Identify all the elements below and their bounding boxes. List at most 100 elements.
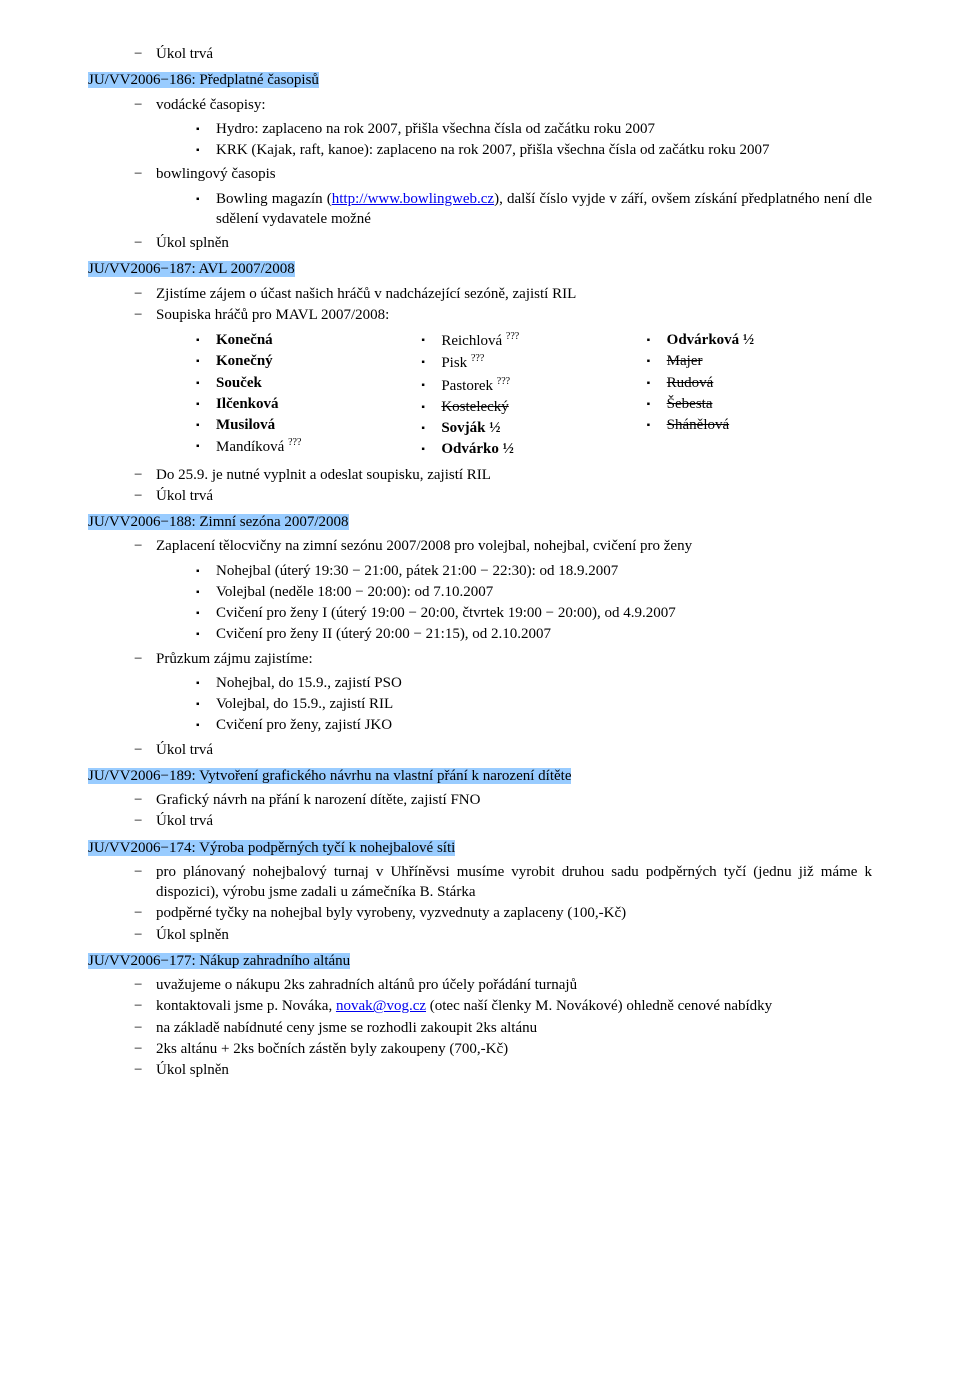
task-list: Grafický návrh na přání k narození dítět… [88, 790, 872, 832]
task-list: Úkol trvá [88, 740, 872, 760]
list-item: Zaplacení tělocvičny na zimní sezónu 200… [134, 536, 872, 556]
text: (otec naší členky M. Novákové) ohledně c… [426, 998, 772, 1014]
list-item: Ilčenková [196, 394, 421, 414]
name: Musilová [216, 417, 275, 433]
list-item: Volejbal (neděle 18:00 − 20:00): od 7.10… [196, 582, 872, 602]
task-list: Průzkum zájmu zajistíme: [88, 649, 872, 669]
section-heading: JU/VV2006−174: Výroba podpěrných tyčí k … [88, 838, 872, 858]
name: Reichlová [441, 333, 502, 349]
heading-text: JU/VV2006−188: Zimní sezóna 2007/2008 [88, 514, 349, 530]
bowling-link[interactable]: http://www.bowlingweb.cz [332, 191, 494, 207]
list-item: Odvárková ½ [647, 330, 872, 350]
list-item: Soupiska hráčů pro MAVL 2007/2008: [134, 305, 872, 325]
text: kontaktovali jsme p. Nováka, [156, 998, 336, 1014]
list-item: 2ks altánu + 2ks bočních zástěn byly zak… [134, 1039, 872, 1059]
list-item: Úkol trvá [134, 811, 872, 831]
task-list: Zjistíme zájem o účast našich hráčů v na… [88, 284, 872, 326]
list-item: Sovják ½ [421, 418, 646, 438]
list-item: Bowling magazín (http://www.bowlingweb.c… [196, 189, 872, 230]
heading-text: JU/VV2006−177: Nákup zahradního altánu [88, 953, 350, 969]
sub-list: Nohejbal, do 15.9., zajistí PSO Volejbal… [88, 673, 872, 736]
list-item: Hydro: zaplaceno na rok 2007, přišla vše… [196, 119, 872, 139]
name-struck: Kostelecký [441, 399, 508, 415]
list-item: KRK (Kajak, raft, kanoe): zaplaceno na r… [196, 140, 872, 160]
task-list: vodácké časopisy: [88, 95, 872, 115]
email-link[interactable]: novak@vog.cz [336, 998, 426, 1014]
name: Sovják ½ [441, 420, 500, 436]
sub-list: Nohejbal (úterý 19:30 − 21:00, pátek 21:… [88, 561, 872, 645]
name: Odvárková ½ [667, 332, 755, 348]
section-heading: JU/VV2006−187: AVL 2007/2008 [88, 259, 872, 279]
sub-list: Hydro: zaplaceno na rok 2007, přišla vše… [88, 119, 872, 161]
list-item: Volejbal, do 15.9., zajistí RIL [196, 694, 872, 714]
list-item: Shánělová [647, 415, 872, 435]
list-item: Grafický návrh na přání k narození dítět… [134, 790, 872, 810]
list-item: Průzkum zájmu zajistíme: [134, 649, 872, 669]
name: Ilčenková [216, 396, 279, 412]
list-item: Šebesta [647, 394, 872, 414]
task-list: Úkol splněn [88, 233, 872, 253]
question-marks: ??? [497, 376, 510, 387]
name: Konečná [216, 332, 273, 348]
roster-col-2: Reichlová ??? Pisk ??? Pastorek ??? Kost… [421, 329, 646, 461]
list-item: Mandíková ??? [196, 436, 421, 457]
list-item: Rudová [647, 373, 872, 393]
list-item: pro plánovaný nohejbalový turnaj v Uhřín… [134, 862, 872, 903]
section-heading: JU/VV2006−189: Vytvoření grafického návr… [88, 766, 872, 786]
list-item: Odvárko ½ [421, 439, 646, 459]
task-list: bowlingový časopis [88, 164, 872, 184]
roster-columns: Konečná Konečný Souček Ilčenková Musilov… [88, 329, 872, 461]
list-item: na základě nabídnuté ceny jsme se rozhod… [134, 1018, 872, 1038]
task-list: Zaplacení tělocvičny na zimní sezónu 200… [88, 536, 872, 556]
list-item: Úkol splněn [134, 925, 872, 945]
list-item: Nohejbal (úterý 19:30 − 21:00, pátek 21:… [196, 561, 872, 581]
roster-col-1: Konečná Konečný Souček Ilčenková Musilov… [196, 329, 421, 461]
section-heading: JU/VV2006−186: Předplatné časopisů [88, 70, 872, 90]
list-item: Cvičení pro ženy, zajistí JKO [196, 715, 872, 735]
name-struck: Rudová [667, 375, 714, 391]
task-list: uvažujeme o nákupu 2ks zahradních altánů… [88, 975, 872, 1080]
list-item: Pastorek ??? [421, 375, 646, 396]
name-struck: Šebesta [667, 396, 713, 412]
list-item: podpěrné tyčky na nohejbal byly vyrobeny… [134, 903, 872, 923]
question-marks: ??? [506, 331, 519, 342]
name-struck: Shánělová [667, 417, 729, 433]
list-item: Zjistíme zájem o účast našich hráčů v na… [134, 284, 872, 304]
text: Bowling magazín ( [216, 191, 332, 207]
name-struck: Majer [667, 353, 703, 369]
question-marks: ??? [471, 353, 484, 364]
list-item: Úkol splněn [134, 233, 872, 253]
heading-text: JU/VV2006−186: Předplatné časopisů [88, 72, 319, 88]
list-item: kontaktovali jsme p. Nováka, novak@vog.c… [134, 996, 872, 1016]
list-item: Musilová [196, 415, 421, 435]
name: Mandíková [216, 439, 284, 455]
list-item: Do 25.9. je nutné vyplnit a odeslat soup… [134, 465, 872, 485]
list-item: Úkol trvá [134, 740, 872, 760]
list-item: Úkol splněn [134, 1060, 872, 1080]
task-list: Do 25.9. je nutné vyplnit a odeslat soup… [88, 465, 872, 507]
roster-col-3: Odvárková ½ Majer Rudová Šebesta Shánělo… [647, 329, 872, 461]
list-item: bowlingový časopis [134, 164, 872, 184]
sub-list: Bowling magazín (http://www.bowlingweb.c… [88, 189, 872, 230]
list-item: Pisk ??? [421, 352, 646, 373]
list-item: uvažujeme o nákupu 2ks zahradních altánů… [134, 975, 872, 995]
question-marks: ??? [288, 437, 301, 448]
heading-text: JU/VV2006−174: Výroba podpěrných tyčí k … [88, 840, 455, 856]
list-item: Konečná [196, 330, 421, 350]
name: Konečný [216, 353, 273, 369]
section-heading: JU/VV2006−188: Zimní sezóna 2007/2008 [88, 512, 872, 532]
list-item: Konečný [196, 351, 421, 371]
list-item: Reichlová ??? [421, 330, 646, 351]
heading-text: JU/VV2006−187: AVL 2007/2008 [88, 261, 295, 277]
list-item: Cvičení pro ženy II (úterý 20:00 − 21:15… [196, 624, 872, 644]
list-item: Cvičení pro ženy I (úterý 19:00 − 20:00,… [196, 603, 872, 623]
list-item: Majer [647, 351, 872, 371]
name: Pisk [441, 355, 467, 371]
name: Odvárko ½ [441, 441, 514, 457]
task-list: pro plánovaný nohejbalový turnaj v Uhřín… [88, 862, 872, 945]
name: Pastorek [441, 378, 493, 394]
list-item: Kostelecký [421, 397, 646, 417]
name: Souček [216, 375, 262, 391]
list-item: Úkol trvá [134, 44, 872, 64]
list-item: Souček [196, 373, 421, 393]
